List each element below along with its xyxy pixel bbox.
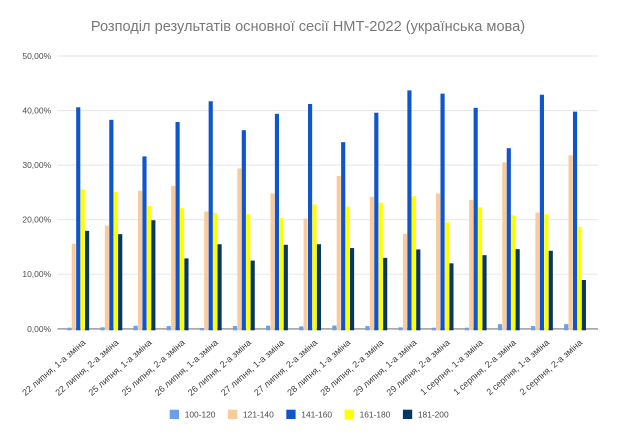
svg-text:Розподіл результатів основної: Розподіл результатів основної сесії НМТ-… [91,19,525,35]
svg-text:0,00%: 0,00% [27,324,52,334]
svg-text:40,00%: 40,00% [22,106,51,116]
svg-text:141-160: 141-160 [301,409,332,419]
svg-text:10,00%: 10,00% [22,269,51,279]
svg-text:50,00%: 50,00% [22,51,51,61]
svg-text:30,00%: 30,00% [22,160,51,170]
svg-text:20,00%: 20,00% [22,215,51,225]
svg-text:121-140: 121-140 [243,409,274,419]
svg-text:100-120: 100-120 [185,409,216,419]
svg-text:161-180: 161-180 [360,409,391,419]
svg-text:181-200: 181-200 [418,409,449,419]
